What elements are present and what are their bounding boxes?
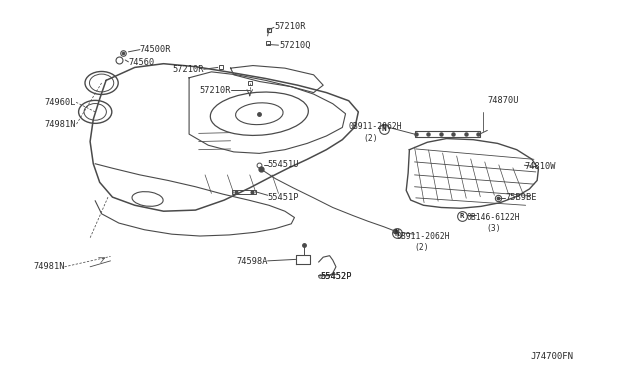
Text: 0B911-2062H: 0B911-2062H [397, 231, 451, 241]
Text: (2): (2) [364, 134, 378, 143]
Text: 74598A: 74598A [236, 257, 268, 266]
Text: (2): (2) [415, 243, 429, 251]
Text: 74960L: 74960L [45, 98, 76, 107]
Text: 74500R: 74500R [140, 45, 172, 54]
Text: 57210R: 57210R [172, 65, 204, 74]
Text: 57210R: 57210R [199, 86, 230, 95]
Text: 55451U: 55451U [268, 160, 299, 169]
Text: 57210R: 57210R [274, 22, 305, 31]
Text: 74560: 74560 [129, 58, 155, 67]
Text: 55452P: 55452P [320, 272, 351, 281]
Text: 74810W: 74810W [524, 162, 556, 171]
Text: 74981N: 74981N [45, 121, 76, 129]
Text: 55451P: 55451P [268, 193, 299, 202]
Text: 55452P: 55452P [320, 272, 351, 281]
Text: 57210Q: 57210Q [279, 41, 310, 51]
Text: N: N [394, 229, 399, 238]
Text: 0B911-2062H: 0B911-2062H [349, 122, 403, 131]
Text: 0B146-6122H: 0B146-6122H [467, 213, 520, 222]
Text: 74981N: 74981N [33, 262, 65, 271]
Text: 75B9BE: 75B9BE [505, 193, 537, 202]
Text: 74870U: 74870U [487, 96, 519, 105]
Text: R: R [460, 213, 464, 219]
Text: N: N [381, 124, 386, 133]
Text: (3): (3) [486, 224, 500, 233]
Text: J74700FN: J74700FN [531, 352, 573, 361]
